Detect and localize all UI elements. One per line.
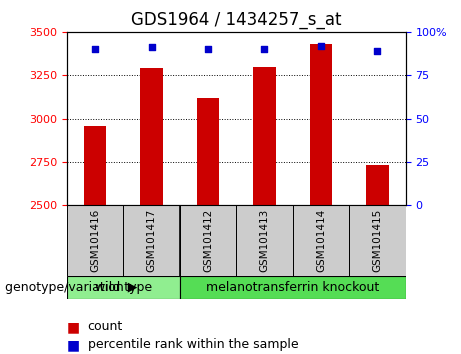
Bar xyxy=(84,126,106,205)
Text: wild type: wild type xyxy=(95,281,152,294)
Text: GSM101415: GSM101415 xyxy=(372,209,383,272)
Text: genotype/variation ▶: genotype/variation ▶ xyxy=(5,281,137,294)
Text: ■: ■ xyxy=(67,320,80,335)
Text: GSM101412: GSM101412 xyxy=(203,209,213,272)
Bar xyxy=(180,276,406,299)
Bar xyxy=(293,205,349,276)
Point xyxy=(317,43,325,48)
Bar xyxy=(310,44,332,205)
Text: percentile rank within the sample: percentile rank within the sample xyxy=(88,338,298,351)
Bar xyxy=(67,205,123,276)
Text: GSM101413: GSM101413 xyxy=(260,209,270,272)
Point xyxy=(204,46,212,52)
Text: melanotransferrin knockout: melanotransferrin knockout xyxy=(206,281,379,294)
Bar xyxy=(236,205,293,276)
Title: GDS1964 / 1434257_s_at: GDS1964 / 1434257_s_at xyxy=(131,11,342,29)
Bar xyxy=(366,165,389,205)
Text: GSM101416: GSM101416 xyxy=(90,209,100,272)
Text: GSM101414: GSM101414 xyxy=(316,209,326,272)
Bar xyxy=(180,205,236,276)
Bar xyxy=(253,67,276,205)
Bar xyxy=(197,98,219,205)
Bar xyxy=(140,68,163,205)
Bar xyxy=(67,276,180,299)
Point xyxy=(91,46,99,52)
Text: GSM101417: GSM101417 xyxy=(147,209,157,272)
Text: count: count xyxy=(88,320,123,333)
Bar xyxy=(349,205,406,276)
Point xyxy=(374,48,381,54)
Text: ■: ■ xyxy=(67,338,80,352)
Point xyxy=(261,46,268,52)
Point xyxy=(148,45,155,50)
Bar xyxy=(123,205,180,276)
